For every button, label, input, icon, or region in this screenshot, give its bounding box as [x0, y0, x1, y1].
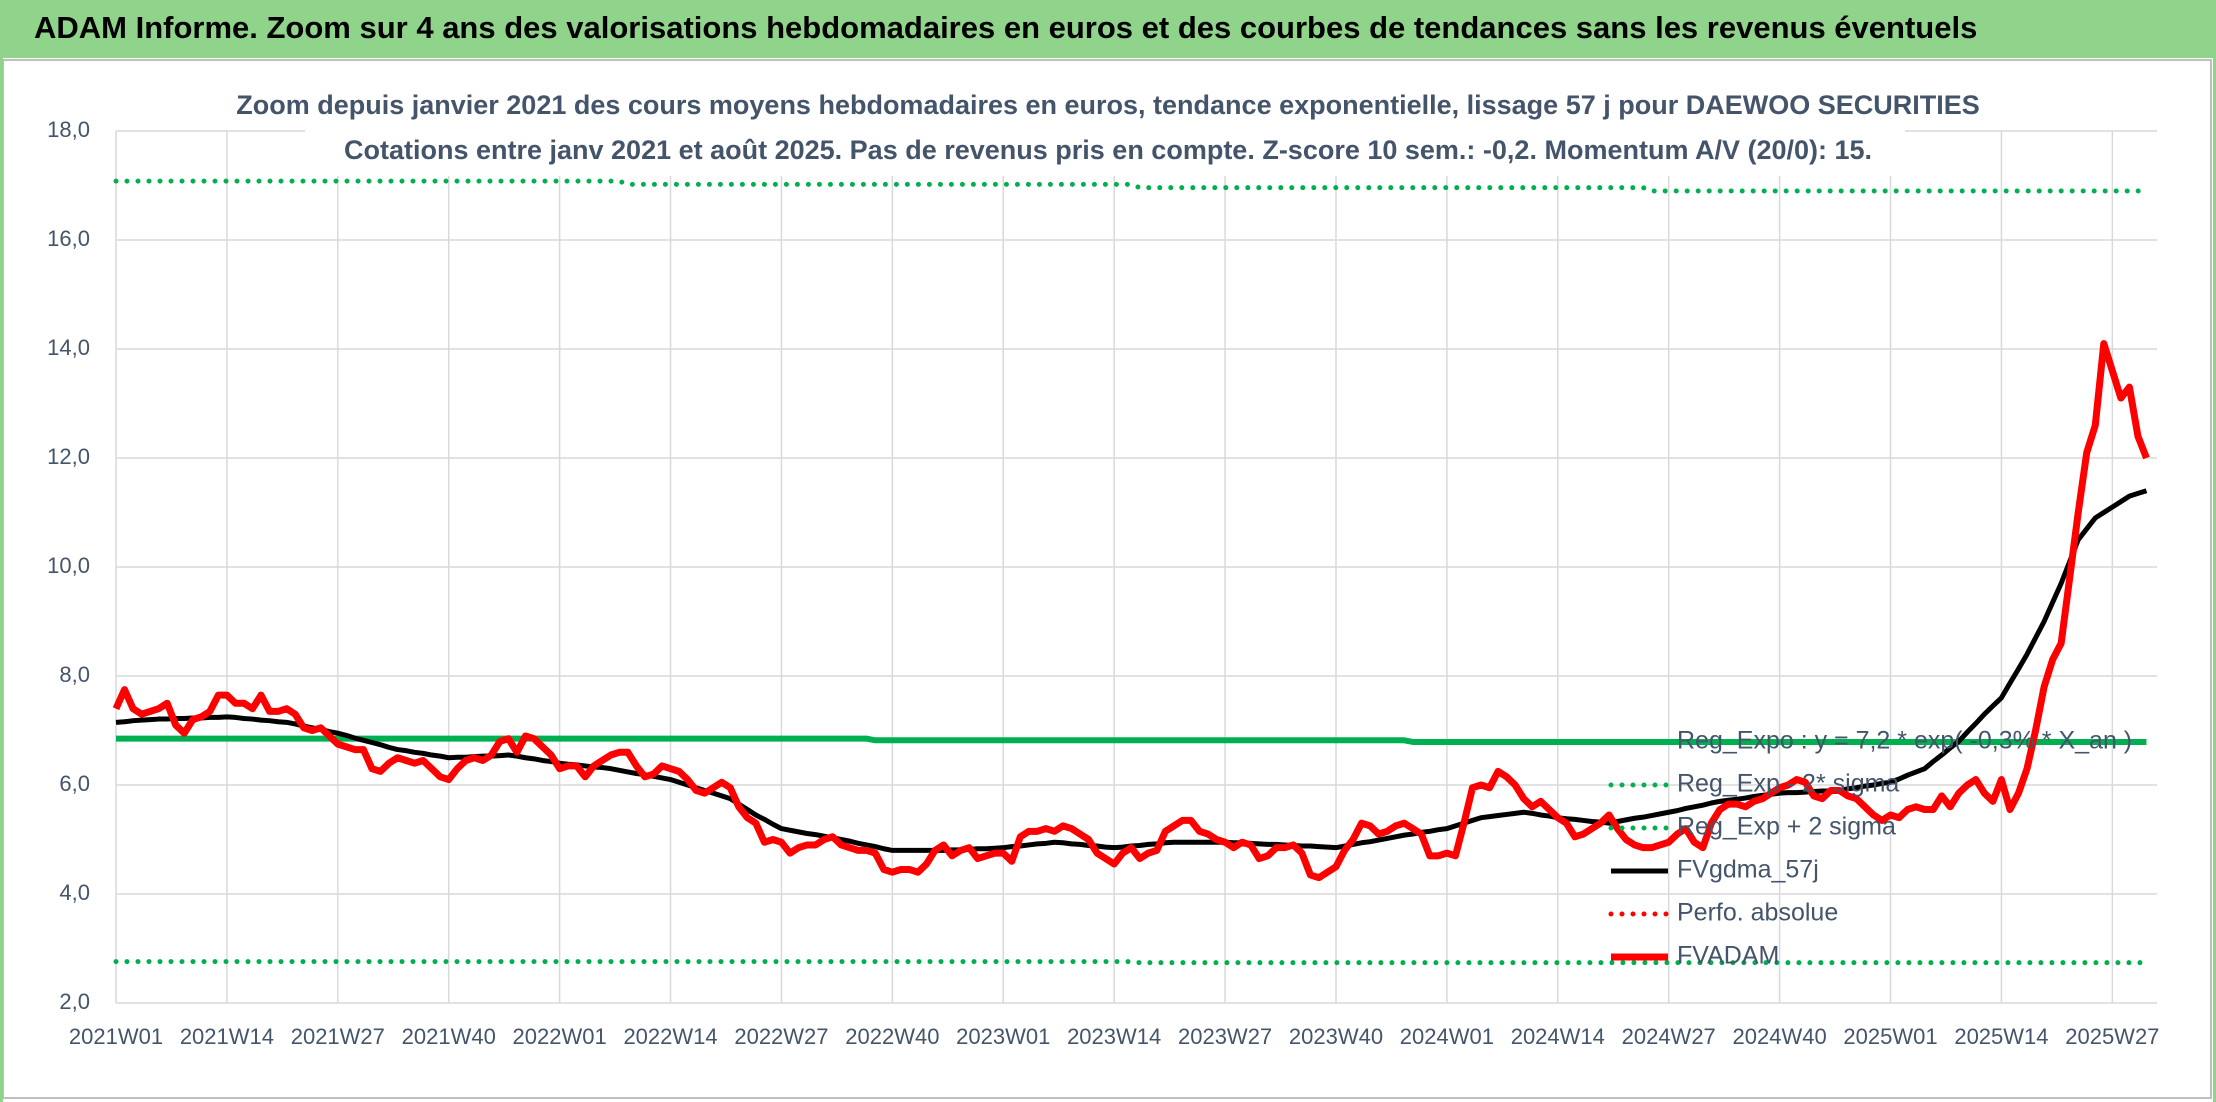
x-tick-label: 2022W27: [734, 1024, 828, 1049]
x-tick-label: 2022W01: [513, 1024, 607, 1049]
series-line: [112, 340, 2150, 882]
x-tick-label: 2025W27: [2065, 1024, 2159, 1049]
legend-label: FVgdma_57j: [1677, 856, 1819, 884]
legend-label: Reg_Exp - 2* sigma: [1677, 770, 1899, 798]
y-tick-label: 6,0: [59, 771, 90, 796]
chart-subtitle: Cotations entre janv 2021 et août 2025. …: [344, 135, 1872, 165]
x-tick-label: 2021W40: [402, 1024, 496, 1049]
y-tick-label: 12,0: [47, 444, 90, 469]
x-tick-label: 2024W40: [1733, 1024, 1827, 1049]
x-tick-label: 2023W01: [956, 1024, 1050, 1049]
legend-label: Reg_Expo : y = 7,2 * exp( -0,3% * X_an ): [1677, 727, 2132, 755]
x-tick-label: 2024W27: [1622, 1024, 1716, 1049]
x-tick-label: 2021W14: [180, 1024, 274, 1049]
x-tick-label: 2021W27: [291, 1024, 385, 1049]
x-tick-label: 2023W27: [1178, 1024, 1272, 1049]
chart-title: Zoom depuis janvier 2021 des cours moyen…: [236, 90, 1980, 120]
x-tick-label: 2022W40: [845, 1024, 939, 1049]
legend-label: Perfo. absolue: [1677, 899, 1838, 927]
y-tick-label: 10,0: [47, 553, 90, 578]
x-tick-label: 2022W14: [623, 1024, 717, 1049]
title-box: [305, 88, 1905, 176]
left-edge: [0, 58, 3, 1102]
y-tick-label: 4,0: [59, 880, 90, 905]
series-line: [113, 178, 2149, 194]
legend-label: Reg_Exp + 2 sigma: [1677, 813, 1896, 841]
y-tick-label: 18,0: [47, 117, 90, 142]
legend: Reg_Expo : y = 7,2 * exp( -0,3% * X_an )…: [1608, 727, 2132, 970]
x-tick-label: 2025W14: [1954, 1024, 2048, 1049]
header-title: ADAM Informe. Zoom sur 4 ans des valoris…: [34, 10, 1977, 45]
y-tick-label: 2,0: [59, 989, 90, 1014]
x-tick-label: 2024W14: [1511, 1024, 1605, 1049]
x-tick-label: 2024W01: [1400, 1024, 1494, 1049]
grid: [115, 130, 2157, 1004]
y-tick-label: 14,0: [47, 335, 90, 360]
right-edge: [2213, 58, 2216, 1102]
y-tick-label: 8,0: [59, 662, 90, 687]
series-line: [116, 735, 2147, 745]
x-tick-label: 2025W01: [1843, 1024, 1937, 1049]
x-tick-label: 2023W40: [1289, 1024, 1383, 1049]
x-tick-label: 2023W14: [1067, 1024, 1161, 1049]
legend-label: FVADAM: [1677, 942, 1779, 970]
y-tick-label: 16,0: [47, 226, 90, 251]
plot-lines: [112, 178, 2150, 966]
x-tick-label: 2021W01: [69, 1024, 163, 1049]
series-line: [113, 959, 2149, 966]
header-bar: [0, 0, 2216, 58]
axes: 2,0 4,0 6,0 8,0 10,0 12,0 14,0 16,0 18,0 2021W01 2…: [47, 117, 2159, 1049]
